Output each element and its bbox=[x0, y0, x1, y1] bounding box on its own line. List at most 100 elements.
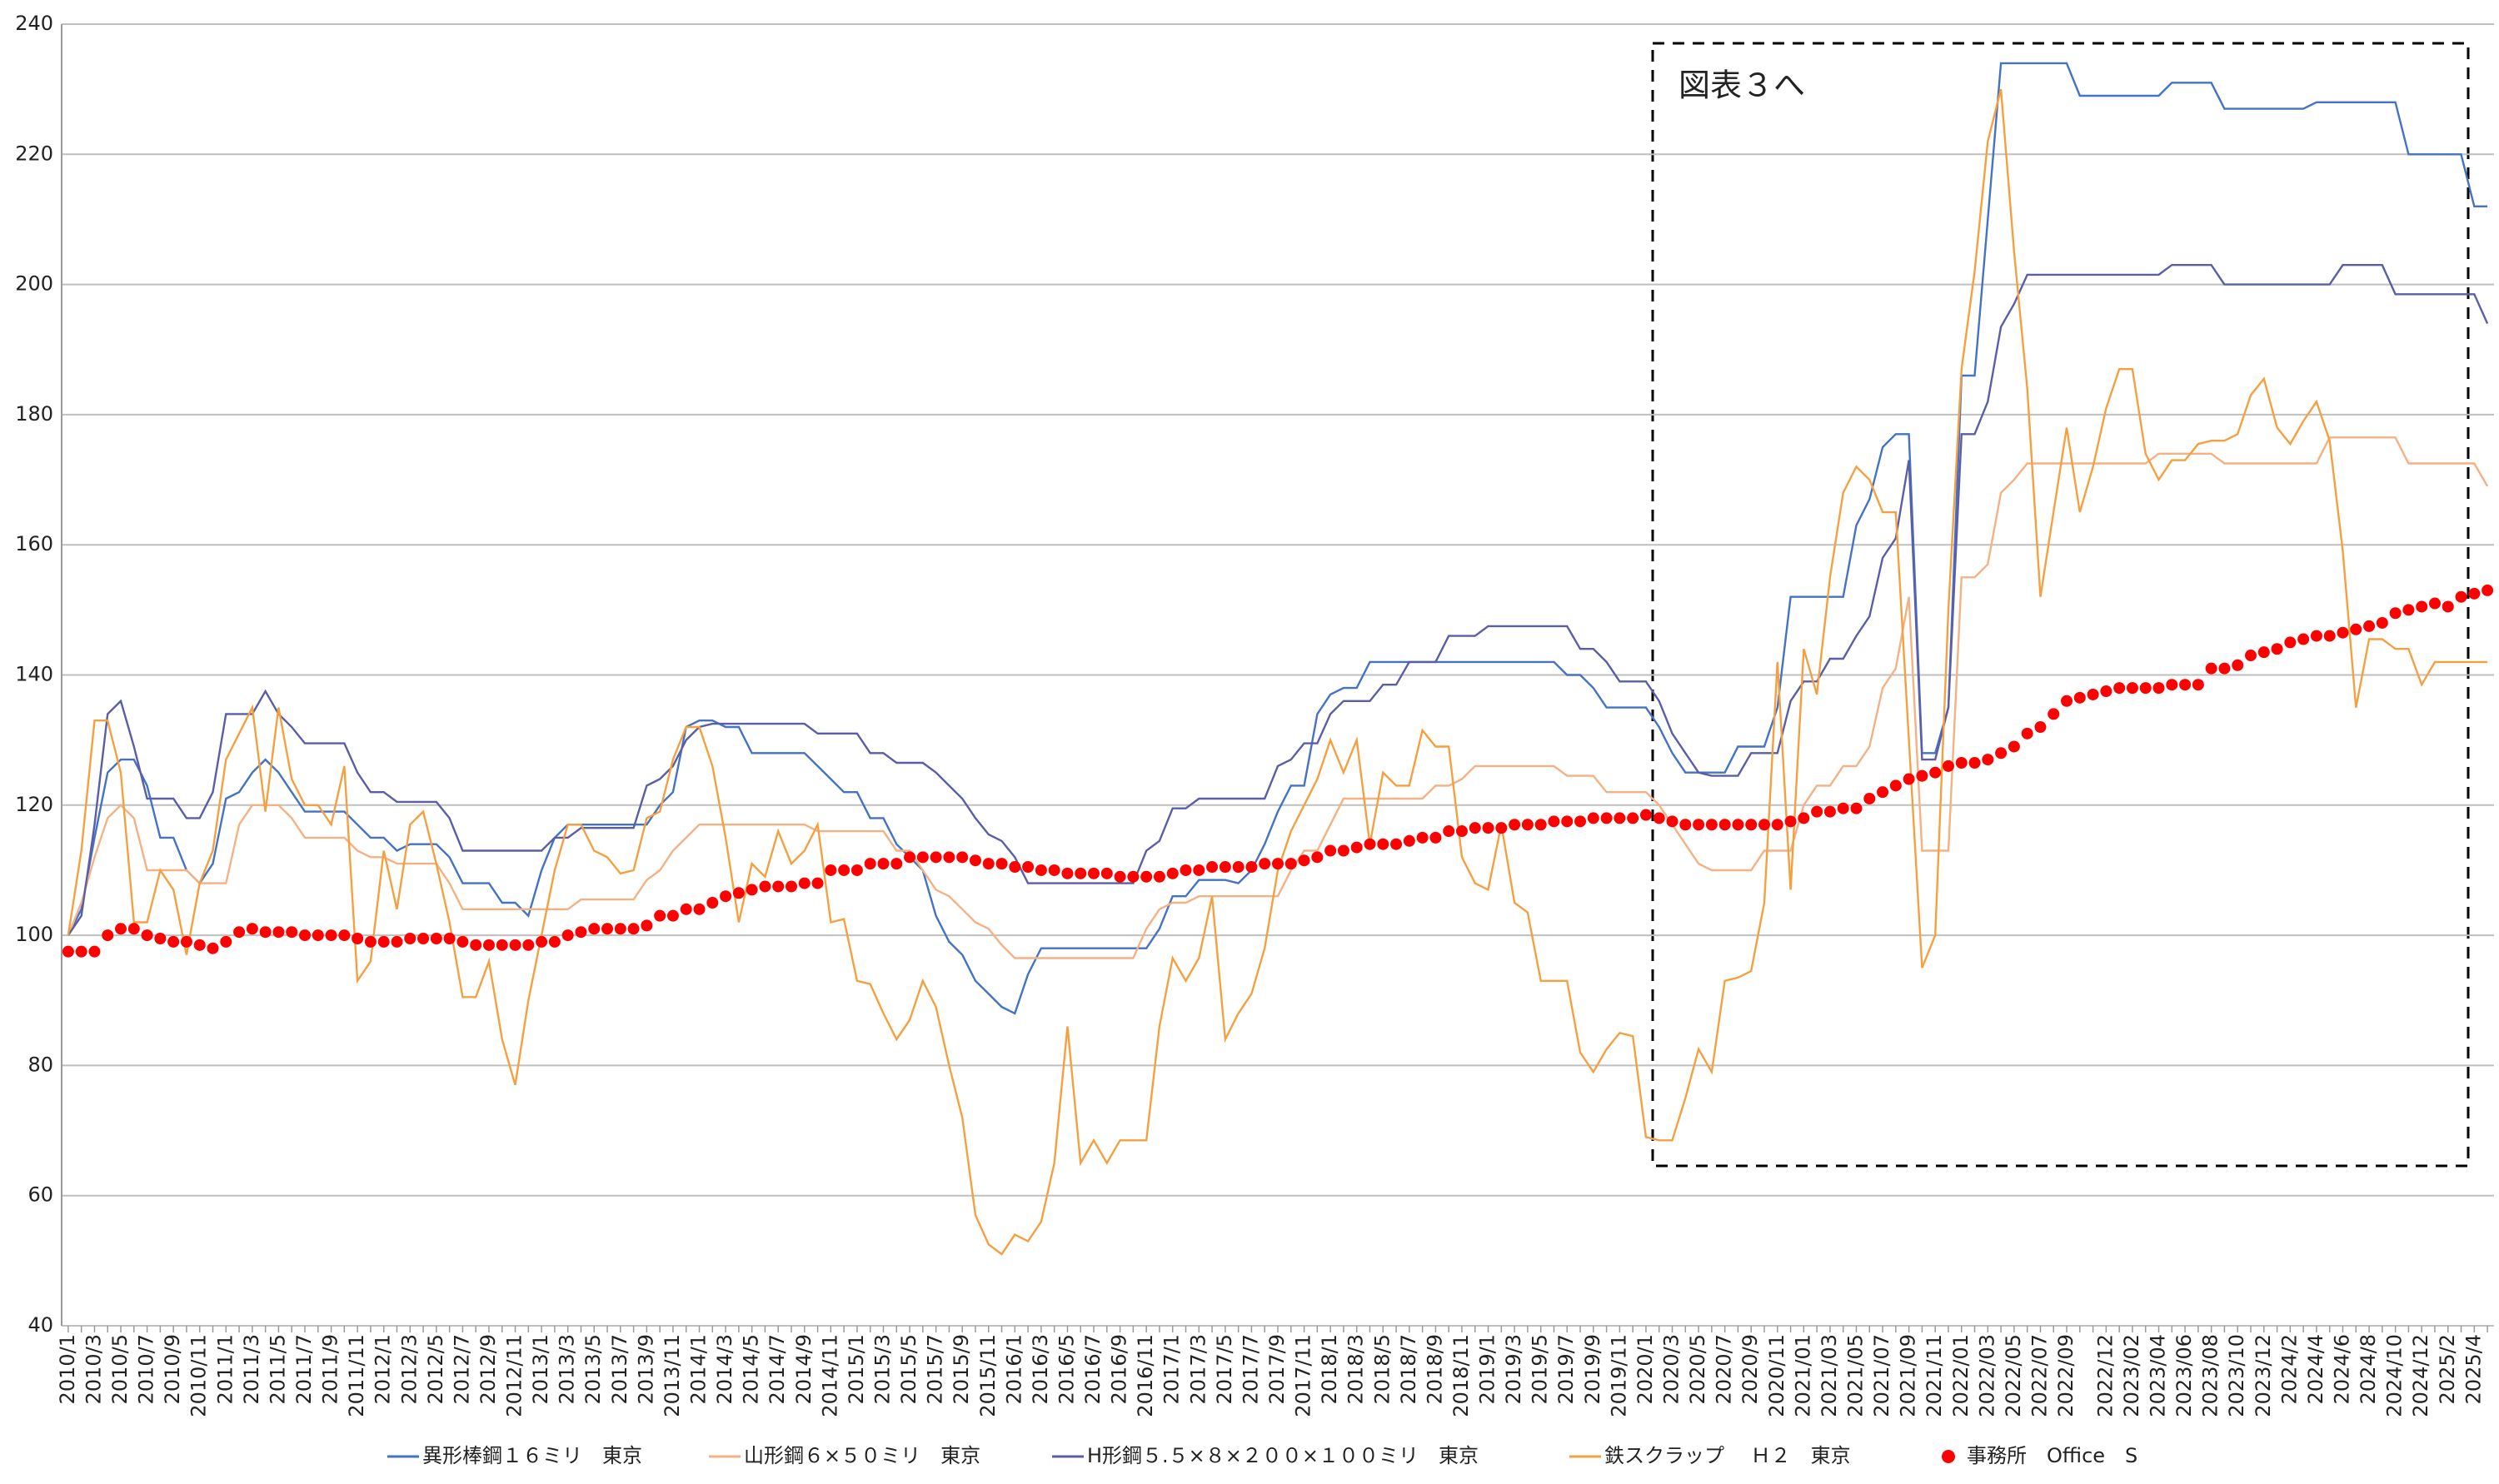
data-point bbox=[1903, 773, 1915, 785]
data-point bbox=[1403, 834, 1415, 847]
x-tick-label: 2021/03 bbox=[1818, 1334, 1841, 1417]
data-point bbox=[2113, 682, 2126, 695]
x-tick-label: 2019/1 bbox=[1476, 1334, 1499, 1404]
data-point bbox=[2482, 584, 2494, 596]
legend-label: 異形棒鋼１６ミリ 東京 bbox=[422, 1444, 642, 1467]
data-point bbox=[1823, 805, 1836, 818]
data-point bbox=[1653, 812, 1665, 824]
x-tick-label: 2013/1 bbox=[529, 1334, 552, 1404]
data-point bbox=[2087, 688, 2099, 700]
data-point bbox=[1259, 858, 1271, 870]
data-point bbox=[246, 923, 258, 935]
x-tick-label: 2011/9 bbox=[319, 1334, 342, 1404]
data-point bbox=[325, 929, 337, 942]
data-point bbox=[496, 939, 508, 951]
data-point bbox=[956, 851, 969, 864]
data-point bbox=[2402, 604, 2415, 616]
data-point bbox=[536, 935, 548, 948]
data-point bbox=[430, 933, 442, 945]
data-point bbox=[2416, 600, 2428, 613]
legend-label: 鉄スクラップ Ｈ２ 東京 bbox=[1604, 1444, 1851, 1467]
data-point bbox=[2468, 587, 2481, 600]
data-point bbox=[443, 933, 456, 945]
x-tick-label: 2016/9 bbox=[1108, 1334, 1131, 1404]
x-tick-label: 2011/1 bbox=[213, 1334, 237, 1404]
x-tick-label: 2022/07 bbox=[2028, 1334, 2051, 1417]
x-tick-label: 2016/1 bbox=[1002, 1334, 1025, 1404]
data-point bbox=[2455, 590, 2467, 603]
x-tick-label: 2023/06 bbox=[2172, 1334, 2196, 1417]
series-line bbox=[67, 62, 2488, 1015]
data-point bbox=[1758, 819, 1770, 831]
x-tick-label: 2022/09 bbox=[2054, 1334, 2078, 1417]
data-point bbox=[627, 923, 640, 935]
x-tick-label: 2017/11 bbox=[1292, 1334, 1315, 1417]
data-point bbox=[1114, 870, 1126, 883]
data-point bbox=[377, 935, 390, 948]
x-tick-label: 2021/09 bbox=[1897, 1334, 1920, 1417]
x-tick-label: 2024/10 bbox=[2383, 1334, 2407, 1417]
data-point bbox=[1968, 757, 1981, 769]
data-point bbox=[2337, 626, 2349, 639]
data-point bbox=[417, 933, 430, 945]
data-point bbox=[561, 929, 574, 942]
x-tick-label: 2020/5 bbox=[1686, 1334, 1709, 1404]
data-point bbox=[943, 851, 955, 864]
data-point bbox=[391, 935, 403, 948]
data-point bbox=[2139, 682, 2152, 695]
data-point bbox=[877, 858, 890, 870]
x-tick-label: 2012/9 bbox=[476, 1334, 500, 1404]
data-point bbox=[2323, 630, 2336, 642]
data-point bbox=[2061, 695, 2073, 707]
data-point bbox=[1429, 831, 1442, 844]
data-point bbox=[2376, 616, 2388, 629]
data-point bbox=[1798, 812, 1810, 824]
x-tick-label: 2017/1 bbox=[1160, 1334, 1184, 1404]
data-point bbox=[995, 858, 1008, 870]
data-point bbox=[1443, 825, 1455, 838]
y-tick-label: 140 bbox=[15, 663, 53, 686]
data-point bbox=[1561, 815, 1574, 828]
x-tick-label: 2019/11 bbox=[1607, 1334, 1630, 1417]
data-point bbox=[404, 933, 416, 945]
x-tick-label: 2019/9 bbox=[1581, 1334, 1604, 1404]
data-point bbox=[746, 884, 758, 896]
data-point bbox=[193, 939, 206, 951]
legend-label: 事務所 Office S bbox=[1967, 1444, 2137, 1467]
data-point bbox=[2271, 643, 2283, 655]
x-tick-label: 2014/5 bbox=[740, 1334, 763, 1404]
data-point bbox=[588, 923, 601, 935]
data-point bbox=[1416, 831, 1429, 844]
x-tick-label: 2011/3 bbox=[240, 1334, 263, 1404]
x-tick-label: 2010/9 bbox=[161, 1334, 184, 1404]
x-tick-label: 2019/5 bbox=[1529, 1334, 1552, 1404]
x-tick-label: 2025/4 bbox=[2462, 1334, 2485, 1404]
data-point bbox=[299, 929, 311, 942]
data-point bbox=[2363, 620, 2376, 632]
data-point bbox=[2310, 630, 2322, 642]
data-point bbox=[825, 864, 837, 876]
x-tick-label: 2020/11 bbox=[1765, 1334, 1788, 1417]
data-point bbox=[2073, 691, 2086, 704]
x-tick-label: 2019/7 bbox=[1554, 1334, 1578, 1404]
data-point bbox=[2192, 679, 2204, 691]
data-point bbox=[2166, 679, 2178, 691]
data-point bbox=[286, 926, 298, 939]
data-point bbox=[167, 935, 180, 948]
data-point bbox=[1311, 851, 1324, 864]
x-tick-label: 2021/05 bbox=[1843, 1334, 1867, 1417]
data-point bbox=[2008, 740, 2020, 753]
data-point bbox=[1364, 838, 1376, 850]
x-tick-label: 2016/3 bbox=[1029, 1334, 1052, 1404]
data-point bbox=[548, 935, 561, 948]
x-tick-label: 2025/2 bbox=[2436, 1334, 2459, 1404]
x-tick-label: 2020/9 bbox=[1738, 1334, 1762, 1404]
y-tick-label: 40 bbox=[27, 1313, 53, 1337]
x-tick-label: 2017/3 bbox=[1186, 1334, 1210, 1404]
x-tick-label: 2016/7 bbox=[1081, 1334, 1105, 1404]
x-tick-label: 2012/11 bbox=[503, 1334, 526, 1417]
data-point bbox=[2245, 650, 2257, 662]
x-tick-label: 2012/1 bbox=[372, 1334, 395, 1404]
x-tick-label: 2014/3 bbox=[713, 1334, 736, 1404]
